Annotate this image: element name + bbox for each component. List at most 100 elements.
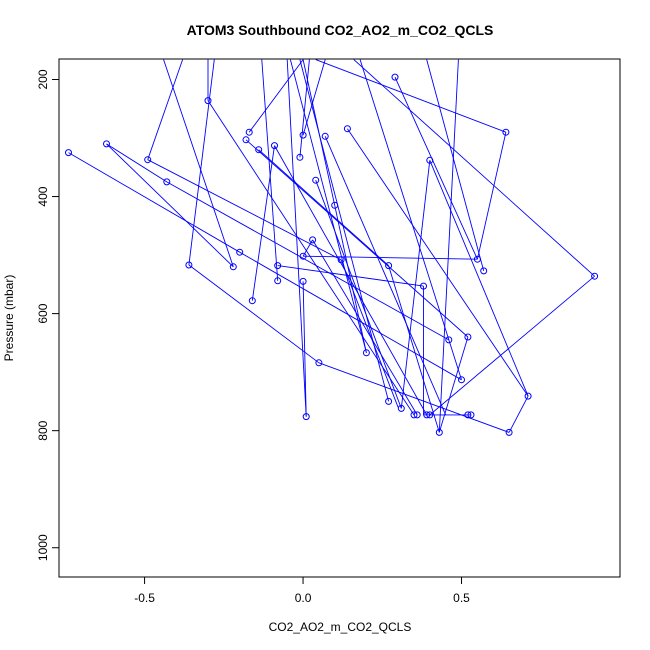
profile-segment [340, 259, 399, 408]
data-point-marker [591, 272, 599, 280]
data-point-marker [397, 404, 405, 412]
profile-segment [207, 100, 415, 416]
data-point-marker [299, 131, 307, 139]
profile-segment [106, 143, 234, 268]
data-point-marker [242, 136, 250, 144]
profile-segment [359, 59, 462, 380]
profile-segment [429, 275, 595, 416]
profile-segment [239, 251, 462, 381]
data-point-marker [271, 142, 278, 150]
data-point-marker [502, 128, 510, 136]
data-point-marker [302, 413, 310, 421]
profile-segment [299, 59, 390, 402]
y-tick-label: 600 [36, 303, 50, 323]
profile-segment [438, 336, 469, 433]
profile-segment [163, 59, 234, 267]
profile-segment [68, 152, 240, 253]
data-point-marker [480, 267, 488, 275]
profile-segment [315, 180, 402, 409]
profile-segment [251, 145, 275, 301]
profile-segment [299, 59, 310, 158]
profile-segment [147, 159, 342, 261]
data-point-marker [445, 336, 453, 344]
data-point-marker [362, 349, 370, 357]
data-point-marker [204, 97, 212, 105]
y-tick-label: 800 [36, 420, 50, 440]
profile-segment [318, 362, 510, 433]
data-point-marker [410, 411, 418, 419]
data-point-marker [413, 411, 421, 419]
data-point-marker [473, 255, 481, 263]
data-point-marker [315, 359, 323, 367]
x-axis-label: CO2_AO2_m_CO2_QCLS [269, 620, 412, 634]
profile-segment [312, 239, 418, 416]
profile-segment [147, 59, 184, 160]
data-point-marker [229, 263, 237, 271]
data-point-marker [524, 392, 532, 400]
data-point-marker [426, 156, 434, 164]
profile-segment [426, 59, 485, 272]
profile-segment [353, 59, 595, 277]
data-point-marker [245, 128, 253, 136]
profile-segment [303, 255, 478, 260]
data-point-marker [248, 297, 256, 305]
data-point-marker [464, 333, 472, 341]
y-axis: 200 400 600 800 1000 [36, 69, 59, 561]
profile-segment [400, 160, 431, 409]
chart-title: ATOM3 Southbound CO2_AO2_m_CO2_QCLS [187, 22, 494, 38]
data-point-marker [467, 411, 475, 419]
data-point-marker [236, 248, 244, 256]
data-point-marker [309, 236, 317, 244]
profile-segment [324, 136, 447, 416]
profile-segment [508, 395, 529, 433]
data-point-marker [391, 73, 399, 81]
data-point-marker [464, 411, 472, 419]
data-point-marker [255, 146, 263, 154]
data-point-marker [103, 140, 110, 148]
profile-segment [438, 59, 459, 433]
plot-frame [58, 58, 621, 578]
data-point-marker [312, 176, 320, 184]
profile-segment [245, 139, 469, 338]
data-point-marker [331, 201, 339, 209]
x-tick-label: 0.0 [295, 591, 312, 605]
profile-segment [261, 59, 279, 281]
y-tick-label: 200 [36, 69, 50, 89]
data-point-marker [385, 262, 393, 270]
data-point-marker [423, 411, 431, 419]
data-point-marker [385, 397, 393, 405]
profile-segment [476, 132, 507, 260]
profile-segment [106, 143, 168, 183]
data-point-marker [337, 256, 345, 264]
profile-segment [289, 59, 367, 353]
data-point-marker [420, 282, 427, 290]
data-point-marker [343, 125, 351, 133]
x-tick-label: -0.5 [134, 591, 155, 605]
data-point-marker [185, 261, 193, 269]
data-point-marker [299, 252, 307, 260]
profile-segment [334, 205, 367, 353]
profile-segment [347, 128, 529, 397]
profile-segment [248, 59, 304, 133]
profile-segment [286, 59, 307, 417]
data-point-marker [299, 277, 307, 285]
profile-segment [188, 264, 320, 364]
data-point-marker [321, 132, 329, 140]
data-point-marker [274, 277, 282, 285]
profile-segment [258, 149, 389, 266]
data-point-marker [163, 178, 171, 186]
x-tick-label: 0.5 [453, 591, 470, 605]
data-point-marker [296, 153, 304, 161]
x-axis: -0.5 0.0 0.5 [134, 577, 470, 605]
data-point-marker [65, 149, 72, 157]
plot-area [65, 59, 599, 436]
data-point-marker [426, 411, 434, 419]
profile-segment [188, 59, 215, 266]
y-tick-label: 1000 [36, 534, 50, 561]
profile-segment [394, 76, 478, 260]
data-point-marker [274, 262, 282, 270]
profile-segment [302, 281, 307, 417]
data-point-marker [505, 428, 513, 436]
